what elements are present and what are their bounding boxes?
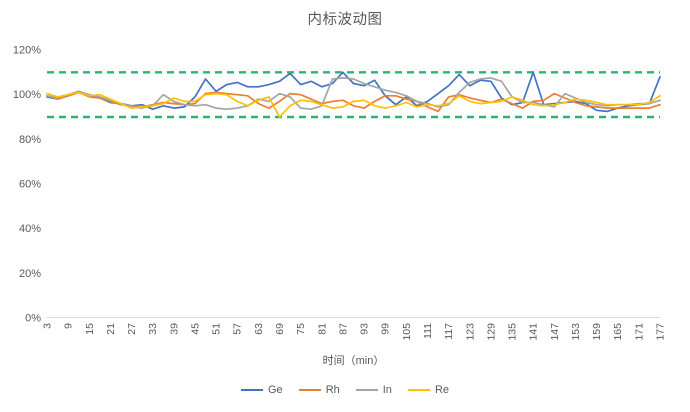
x-tick-label: 177: [655, 323, 667, 341]
x-tick-label: 171: [633, 323, 645, 341]
legend-label-in: In: [382, 384, 392, 396]
x-tick-label: 21: [105, 323, 117, 335]
x-tick-label: 141: [528, 323, 540, 341]
y-tick-label: 60%: [19, 179, 41, 191]
y-tick-label: 0%: [25, 313, 41, 325]
legend-item-in[interactable]: In: [355, 384, 392, 396]
x-tick-label: 69: [274, 323, 286, 335]
x-tick-label: 33: [147, 323, 159, 335]
y-tick-label: 40%: [19, 223, 41, 235]
y-tick-label: 120%: [13, 45, 41, 57]
x-tick-label: 3: [42, 323, 54, 329]
legend-label-ge: Ge: [268, 384, 283, 396]
x-tick-label: 51: [211, 323, 223, 335]
legend-marker-in: [355, 389, 378, 391]
legend-marker-rh: [298, 389, 321, 391]
y-tick-label: 100%: [13, 89, 41, 101]
x-tick-label: 105: [401, 323, 413, 341]
x-tick-label: 63: [253, 323, 265, 335]
x-tick-label: 123: [464, 323, 476, 341]
x-tick-label: 165: [612, 323, 624, 341]
x-tick-label: 147: [549, 323, 561, 341]
x-tick-label: 81: [316, 323, 328, 335]
x-tick-label: 135: [507, 323, 519, 341]
series-line-re: [46, 91, 661, 118]
x-tick-label: 15: [84, 323, 96, 335]
legend: Ge Rh In Re: [0, 384, 690, 396]
x-tick-label: 129: [485, 323, 497, 341]
x-tick-label: 39: [168, 323, 180, 335]
x-tick-label: 93: [359, 323, 371, 335]
x-tick-label: 45: [189, 323, 201, 335]
legend-label-re: Re: [434, 384, 449, 396]
x-tick-label: 99: [380, 323, 392, 335]
x-tick-label: 75: [295, 323, 307, 335]
legend-item-re[interactable]: Re: [407, 384, 449, 396]
legend-marker-ge: [241, 389, 263, 391]
y-tick-label: 20%: [19, 268, 41, 280]
x-tick-label: 87: [337, 323, 349, 335]
x-tick-label: 153: [570, 323, 582, 341]
x-tick-label: 117: [443, 323, 455, 340]
legend-label-rh: Rh: [325, 384, 340, 396]
chart-title: 内标波动图: [307, 12, 383, 28]
x-tick-label: 159: [591, 323, 603, 341]
y-tick-label: 80%: [19, 134, 41, 146]
legend-item-rh[interactable]: Rh: [298, 384, 340, 396]
legend-item-ge[interactable]: Ge: [241, 384, 283, 396]
x-tick-label: 9: [63, 323, 75, 329]
x-tick-label: 57: [232, 323, 244, 335]
x-tick-label: 111: [422, 323, 434, 339]
x-tick-label: 27: [126, 323, 138, 335]
x-axis-title: 时间（min）: [322, 355, 385, 367]
legend-marker-re: [407, 389, 430, 391]
